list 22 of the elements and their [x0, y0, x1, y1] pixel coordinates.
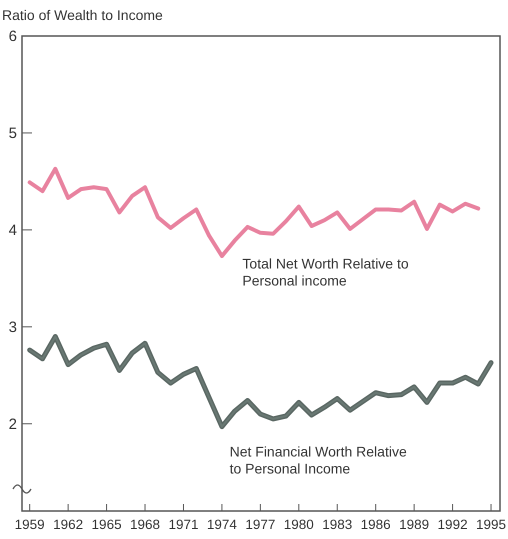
y-tick-label: 3 — [8, 318, 17, 336]
y-tick-label: 6 — [8, 28, 17, 45]
x-tick-label: 1992 — [438, 517, 468, 532]
x-tick-label: 1971 — [168, 517, 198, 532]
x-tick-label: 1968 — [130, 517, 160, 532]
x-tick-label: 1965 — [92, 517, 122, 532]
y-tick-label: 2 — [8, 416, 17, 433]
y-axis-title: Ratio of Wealth to Income — [2, 7, 164, 23]
x-tick-label: 1980 — [284, 517, 314, 532]
x-tick-label: 1989 — [399, 517, 430, 532]
line-series — [28, 166, 480, 258]
x-tick-label: 1977 — [245, 517, 276, 532]
series-label: Net Financial Worth Relative to Personal Income — [230, 444, 407, 477]
x-tick-label: 1986 — [360, 517, 391, 532]
x-tick-label: 1974 — [206, 517, 238, 532]
series-label: Total Net Worth Relative to Personal income — [242, 256, 409, 289]
x-tick-label: 1962 — [53, 517, 84, 532]
x-tick-label: 1983 — [322, 517, 352, 532]
y-tick-label: 4 — [8, 222, 17, 239]
x-tick-label: 1995 — [476, 517, 506, 532]
y-tick-label: 5 — [8, 124, 17, 142]
x-tick-label: 1959 — [14, 517, 45, 532]
